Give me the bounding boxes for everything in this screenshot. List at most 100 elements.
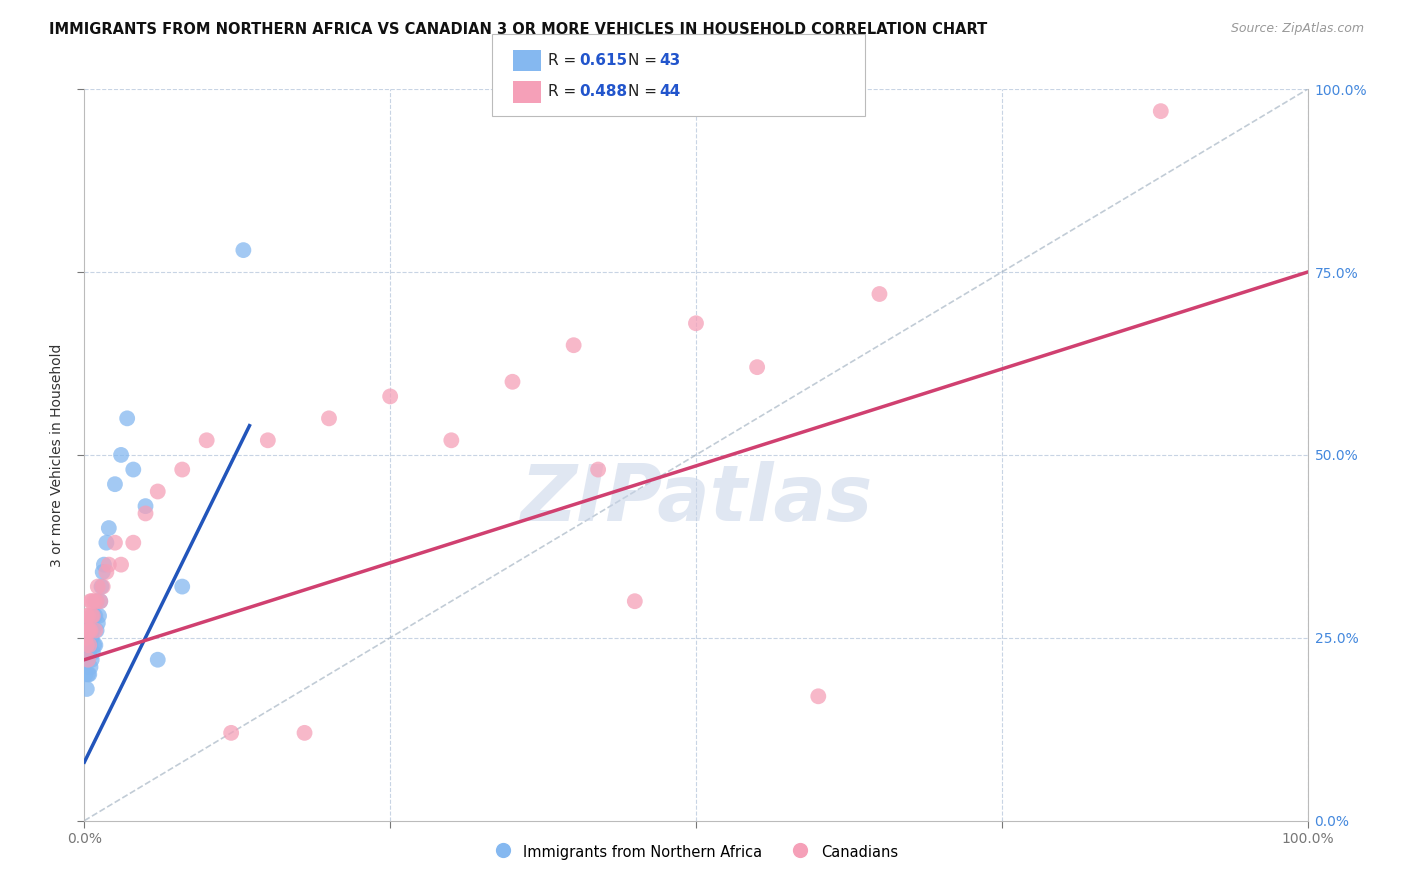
Point	[84, 608, 107, 623]
Legend: Immigrants from Northern Africa, Canadians: Immigrants from Northern Africa, Canadia…	[486, 836, 905, 868]
Point	[869, 287, 891, 301]
Point	[77, 645, 100, 659]
Point	[79, 660, 101, 674]
Point	[82, 624, 104, 638]
Point	[83, 638, 105, 652]
Point	[104, 477, 127, 491]
Point	[76, 681, 98, 696]
Point	[1150, 104, 1173, 119]
Point	[75, 631, 97, 645]
Point	[80, 631, 103, 645]
Point	[135, 499, 157, 513]
Point	[146, 484, 169, 499]
Point	[84, 624, 107, 638]
Point	[294, 726, 316, 740]
Point	[77, 624, 100, 638]
Point	[77, 667, 100, 681]
Point	[146, 653, 169, 667]
Point	[624, 594, 647, 608]
Point	[75, 638, 97, 652]
Point	[77, 608, 100, 623]
Text: Source: ZipAtlas.com: Source: ZipAtlas.com	[1230, 22, 1364, 36]
Point	[77, 653, 100, 667]
Point	[172, 580, 194, 594]
Point	[110, 448, 132, 462]
Point	[83, 608, 105, 623]
Point	[76, 624, 98, 638]
Text: 44: 44	[659, 85, 681, 99]
Point	[91, 565, 114, 579]
Point	[86, 594, 108, 608]
Point	[97, 521, 120, 535]
Point	[122, 462, 145, 476]
Point	[87, 608, 110, 623]
Y-axis label: 3 or more Vehicles in Household: 3 or more Vehicles in Household	[51, 343, 65, 566]
Point	[80, 653, 103, 667]
Point	[747, 360, 769, 375]
Point	[77, 667, 100, 681]
Text: N =: N =	[628, 54, 662, 68]
Point	[77, 638, 100, 652]
Point	[82, 645, 104, 659]
Point	[172, 462, 194, 476]
Point	[122, 535, 145, 549]
Text: 0.488: 0.488	[579, 85, 627, 99]
Point	[104, 535, 127, 549]
Point	[115, 411, 138, 425]
Point	[685, 316, 707, 330]
Point	[75, 667, 97, 681]
Point	[77, 624, 100, 638]
Point	[586, 462, 609, 476]
Point	[76, 653, 98, 667]
Point	[96, 535, 118, 549]
Text: 0.615: 0.615	[579, 54, 627, 68]
Point	[219, 726, 242, 740]
Point	[84, 638, 107, 652]
Point	[76, 638, 98, 652]
Point	[77, 653, 100, 667]
Point	[76, 608, 98, 623]
Point	[380, 389, 402, 403]
Point	[80, 608, 103, 623]
Point	[77, 638, 100, 652]
Point	[86, 624, 108, 638]
Point	[195, 434, 218, 448]
Point	[87, 580, 110, 594]
Point	[80, 594, 103, 608]
Point	[110, 558, 132, 572]
Point	[75, 653, 97, 667]
Point	[77, 624, 100, 638]
Point	[91, 580, 114, 594]
Point	[79, 638, 101, 652]
Text: IMMIGRANTS FROM NORTHERN AFRICA VS CANADIAN 3 OR MORE VEHICLES IN HOUSEHOLD CORR: IMMIGRANTS FROM NORTHERN AFRICA VS CANAD…	[49, 22, 987, 37]
Point	[89, 594, 111, 608]
Point	[257, 434, 280, 448]
Text: R =: R =	[548, 54, 582, 68]
Point	[76, 638, 98, 652]
Point	[83, 594, 105, 608]
Point	[75, 616, 97, 631]
Point	[86, 594, 108, 608]
Text: ZIPatlas: ZIPatlas	[520, 461, 872, 537]
Point	[502, 375, 524, 389]
Point	[807, 690, 830, 704]
Point	[440, 434, 463, 448]
Point	[318, 411, 340, 425]
Point	[90, 580, 112, 594]
Point	[79, 624, 101, 638]
Point	[77, 624, 100, 638]
Point	[82, 608, 104, 623]
Point	[562, 338, 585, 352]
Point	[93, 558, 115, 572]
Point	[79, 594, 101, 608]
Text: 43: 43	[659, 54, 681, 68]
Text: R =: R =	[548, 85, 582, 99]
Text: N =: N =	[628, 85, 662, 99]
Point	[87, 616, 110, 631]
Point	[97, 558, 120, 572]
Point	[96, 565, 118, 579]
Point	[79, 616, 101, 631]
Point	[232, 243, 254, 257]
Point	[135, 507, 157, 521]
Point	[89, 594, 111, 608]
